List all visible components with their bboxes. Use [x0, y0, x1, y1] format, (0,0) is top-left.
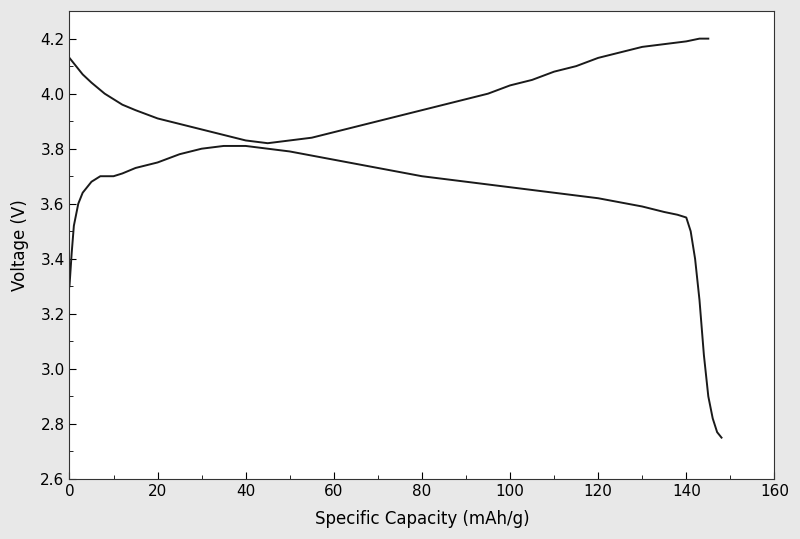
X-axis label: Specific Capacity (mAh/g): Specific Capacity (mAh/g) [314, 510, 530, 528]
Y-axis label: Voltage (V): Voltage (V) [11, 199, 29, 291]
